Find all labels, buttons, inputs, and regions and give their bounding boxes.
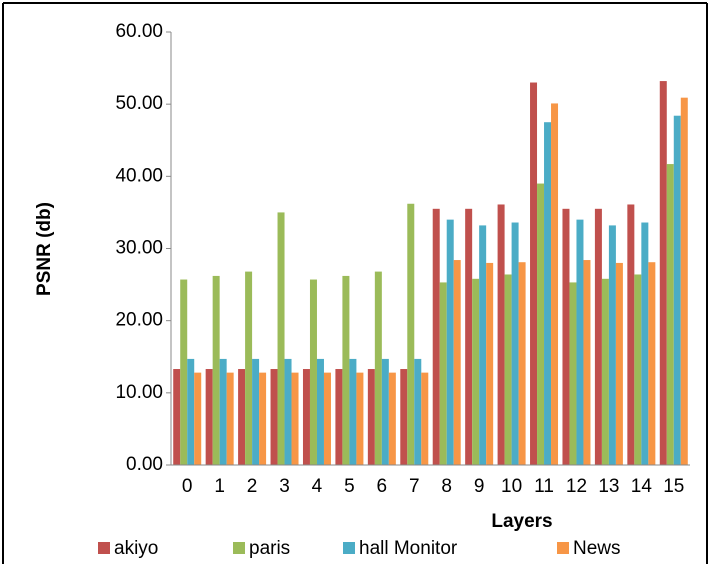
legend-swatch — [98, 542, 110, 554]
x-tick-label: 7 — [409, 476, 420, 497]
legend-label: hall Monitor — [359, 538, 458, 559]
bar — [367, 369, 375, 465]
y-tick-label: 60.00 — [115, 21, 163, 42]
x-tick-label: 13 — [598, 476, 619, 497]
x-tick-label: 12 — [566, 476, 587, 497]
bar — [284, 358, 292, 465]
bar — [432, 208, 440, 465]
bar — [648, 262, 656, 465]
x-tick-label: 6 — [377, 476, 388, 497]
bar — [634, 274, 642, 465]
y-tick-label: 30.00 — [115, 238, 163, 259]
bar — [497, 204, 505, 465]
x-tick-label: 5 — [344, 476, 355, 497]
y-axis-title: PSNR (db) — [34, 202, 55, 296]
bar — [374, 271, 382, 465]
bar — [388, 372, 396, 465]
legend-swatch — [557, 542, 569, 554]
bar — [562, 208, 570, 465]
legend-label: akiyo — [114, 538, 158, 559]
bar — [407, 203, 415, 466]
x-tick-label: 14 — [631, 476, 653, 497]
bar — [194, 372, 202, 465]
x-tick-label: 1 — [214, 476, 225, 497]
bar — [472, 278, 480, 465]
bar — [601, 278, 609, 465]
bar — [349, 358, 357, 465]
legend-swatch — [343, 542, 355, 554]
bar — [270, 369, 278, 465]
bar — [414, 358, 422, 465]
bar — [544, 122, 552, 465]
bar — [615, 262, 623, 465]
bar — [627, 204, 635, 465]
x-tick-label: 0 — [182, 476, 193, 497]
bar — [219, 358, 227, 465]
bar — [479, 225, 487, 465]
bar — [245, 271, 253, 465]
bar — [187, 358, 195, 465]
bar — [238, 369, 246, 465]
x-tick-label: 3 — [279, 476, 290, 497]
x-tick-label: 11 — [534, 476, 554, 497]
bar — [252, 358, 260, 465]
x-tick-label: 15 — [663, 476, 684, 497]
bar — [504, 274, 512, 465]
legend-label: paris — [249, 538, 290, 559]
y-tick-label: 10.00 — [115, 382, 163, 403]
bar — [226, 372, 234, 465]
bar — [173, 369, 181, 465]
bar — [576, 219, 584, 465]
y-tick-label: 20.00 — [115, 310, 163, 331]
bar — [291, 372, 299, 465]
x-tick-label: 2 — [247, 476, 258, 497]
bar — [439, 282, 447, 465]
bar — [594, 208, 602, 465]
bar — [608, 225, 616, 465]
bar — [673, 115, 681, 466]
bar — [446, 219, 454, 465]
bar — [342, 275, 350, 465]
x-axis-title: Layers — [491, 511, 552, 532]
x-tick-label: 8 — [441, 476, 452, 497]
bar — [316, 358, 324, 465]
bar — [212, 275, 220, 465]
bar — [381, 358, 389, 465]
bar — [551, 103, 559, 465]
bar — [323, 372, 331, 465]
bar — [666, 164, 674, 465]
bar — [569, 282, 577, 465]
bar — [335, 369, 343, 465]
bar — [302, 369, 310, 465]
bar — [180, 279, 188, 465]
y-tick-label: 50.00 — [115, 93, 163, 114]
x-tick-label: 10 — [501, 476, 522, 497]
bar — [205, 369, 213, 465]
bar — [277, 212, 285, 465]
bar — [400, 369, 408, 465]
bar — [537, 183, 545, 466]
bar — [259, 372, 267, 465]
bar — [453, 260, 461, 465]
bar — [421, 372, 429, 465]
legend-label: News — [573, 538, 621, 559]
legend-swatch — [233, 542, 245, 554]
bar — [486, 262, 494, 465]
bar — [511, 222, 519, 465]
bar — [680, 97, 688, 466]
bar — [465, 208, 473, 465]
bar — [530, 82, 538, 466]
bar — [641, 222, 649, 465]
x-tick-label: 9 — [474, 476, 485, 497]
bar — [309, 279, 317, 465]
y-tick-label: 0.00 — [126, 454, 163, 475]
bar — [518, 262, 526, 465]
bar — [583, 260, 591, 465]
x-tick-label: 4 — [312, 476, 323, 497]
bar — [356, 372, 364, 465]
y-tick-label: 40.00 — [115, 165, 163, 186]
bar — [659, 81, 667, 465]
